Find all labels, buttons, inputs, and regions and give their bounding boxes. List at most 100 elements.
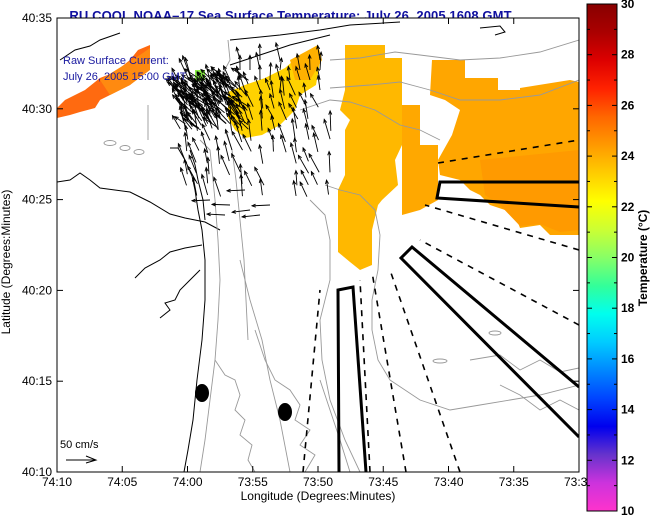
current-vector xyxy=(191,199,211,202)
current-vector-head xyxy=(265,77,269,83)
current-vector xyxy=(217,99,235,115)
current-vector xyxy=(220,155,230,176)
y-axis-label: Latitude (Degrees:Minutes) xyxy=(0,190,13,335)
current-vector-head xyxy=(183,103,188,109)
current-vector xyxy=(230,86,243,98)
current-vector xyxy=(251,204,271,207)
current-vector xyxy=(240,174,243,197)
current-vector-head xyxy=(275,63,279,69)
current-vectors xyxy=(165,41,333,219)
current-vector xyxy=(213,177,222,197)
current-vector-head xyxy=(244,88,249,94)
current-vector xyxy=(207,213,226,216)
current-vector xyxy=(310,93,319,108)
current-vector-head xyxy=(187,141,192,147)
current-vector xyxy=(189,74,208,93)
current-vector-head xyxy=(205,212,211,217)
current-vector xyxy=(199,86,222,103)
current-vector xyxy=(231,131,243,151)
current-vector-head xyxy=(179,99,183,105)
current-vector-head xyxy=(307,53,312,59)
current-vector xyxy=(278,102,287,121)
current-vector-head xyxy=(207,81,212,87)
current-vector xyxy=(225,108,243,128)
x-tick-label: 73:45 xyxy=(368,475,398,489)
current-vector-head xyxy=(222,74,227,80)
current-vector-head xyxy=(236,75,241,81)
colorbar-tick-label: 20 xyxy=(621,251,635,265)
current-vector-head xyxy=(239,173,244,179)
current-vector-head xyxy=(302,146,307,152)
current-vector xyxy=(187,142,197,163)
current-vector xyxy=(219,87,225,100)
current-vector-head xyxy=(204,63,209,69)
current-vector-head xyxy=(225,112,231,118)
current-vector xyxy=(237,93,241,108)
sst-patch-north-2 xyxy=(290,45,322,80)
current-vector-head xyxy=(289,141,294,148)
current-vector xyxy=(269,93,275,109)
current-vector xyxy=(215,114,227,125)
sst-patches xyxy=(57,45,579,270)
current-vector-head xyxy=(279,56,284,63)
current-vector-head xyxy=(210,66,216,71)
current-vector xyxy=(294,138,297,153)
current-vector-head xyxy=(316,74,321,80)
current-vector xyxy=(329,110,332,131)
current-vector xyxy=(171,88,183,109)
current-vector-head xyxy=(235,65,240,71)
current-vector xyxy=(200,69,215,83)
current-vector xyxy=(205,64,212,84)
y-tick-labels: 40:35 40:30 40:25 40:20 40:15 40:10 xyxy=(22,11,52,479)
current-vector-head xyxy=(223,64,227,70)
current-vector xyxy=(194,82,206,93)
current-vector-head xyxy=(206,93,211,100)
current-vector xyxy=(279,89,286,109)
current-vector-head xyxy=(258,143,263,149)
current-vector xyxy=(196,89,200,108)
current-vector-head xyxy=(177,142,182,148)
current-vector xyxy=(235,103,246,124)
current-vector xyxy=(237,76,241,91)
colorbar-tick-label: 26 xyxy=(621,98,635,112)
sampling-box-east xyxy=(435,180,579,209)
current-vector xyxy=(226,189,246,192)
station-marker[interactable] xyxy=(278,403,292,421)
axis-ticks xyxy=(56,17,580,473)
current-vector xyxy=(295,170,298,186)
x-tick-label: 74:05 xyxy=(107,475,137,489)
current-vector-head xyxy=(316,66,320,72)
colorbar-tick-label: 14 xyxy=(621,403,635,417)
current-vector-head xyxy=(223,140,228,146)
current-vector xyxy=(192,82,198,98)
colorbar: 30 28 26 24 22 20 18 16 14 12 10 Temperature (°C) xyxy=(586,0,650,518)
current-vector-head xyxy=(302,107,307,113)
current-vector xyxy=(302,108,310,130)
current-vector-head xyxy=(185,95,190,101)
current-vector-head xyxy=(179,88,184,94)
current-vector xyxy=(184,159,188,175)
current-vector xyxy=(275,64,281,81)
current-vector-head xyxy=(214,110,219,116)
current-vector-head xyxy=(242,133,247,139)
current-vector xyxy=(228,110,232,131)
current-vector-head xyxy=(184,78,189,84)
current-vector xyxy=(230,98,241,120)
current-vector xyxy=(197,103,209,124)
station-marker[interactable] xyxy=(195,384,209,402)
current-vector-head xyxy=(172,80,177,87)
current-vector xyxy=(234,121,243,143)
sst-patch-west-2 xyxy=(100,48,150,95)
current-vector xyxy=(168,75,186,89)
current-vector xyxy=(222,75,231,96)
current-vector-head xyxy=(171,67,176,73)
current-vector-head xyxy=(298,91,303,97)
current-vector xyxy=(304,99,309,119)
sst-patch-center-2 xyxy=(402,105,438,215)
current-vector-head xyxy=(192,136,196,142)
current-vector-head xyxy=(202,116,208,122)
current-vector-head xyxy=(280,133,284,139)
current-vector-head xyxy=(200,130,205,137)
current-vector-head xyxy=(183,158,188,164)
current-vector-head xyxy=(226,96,232,102)
